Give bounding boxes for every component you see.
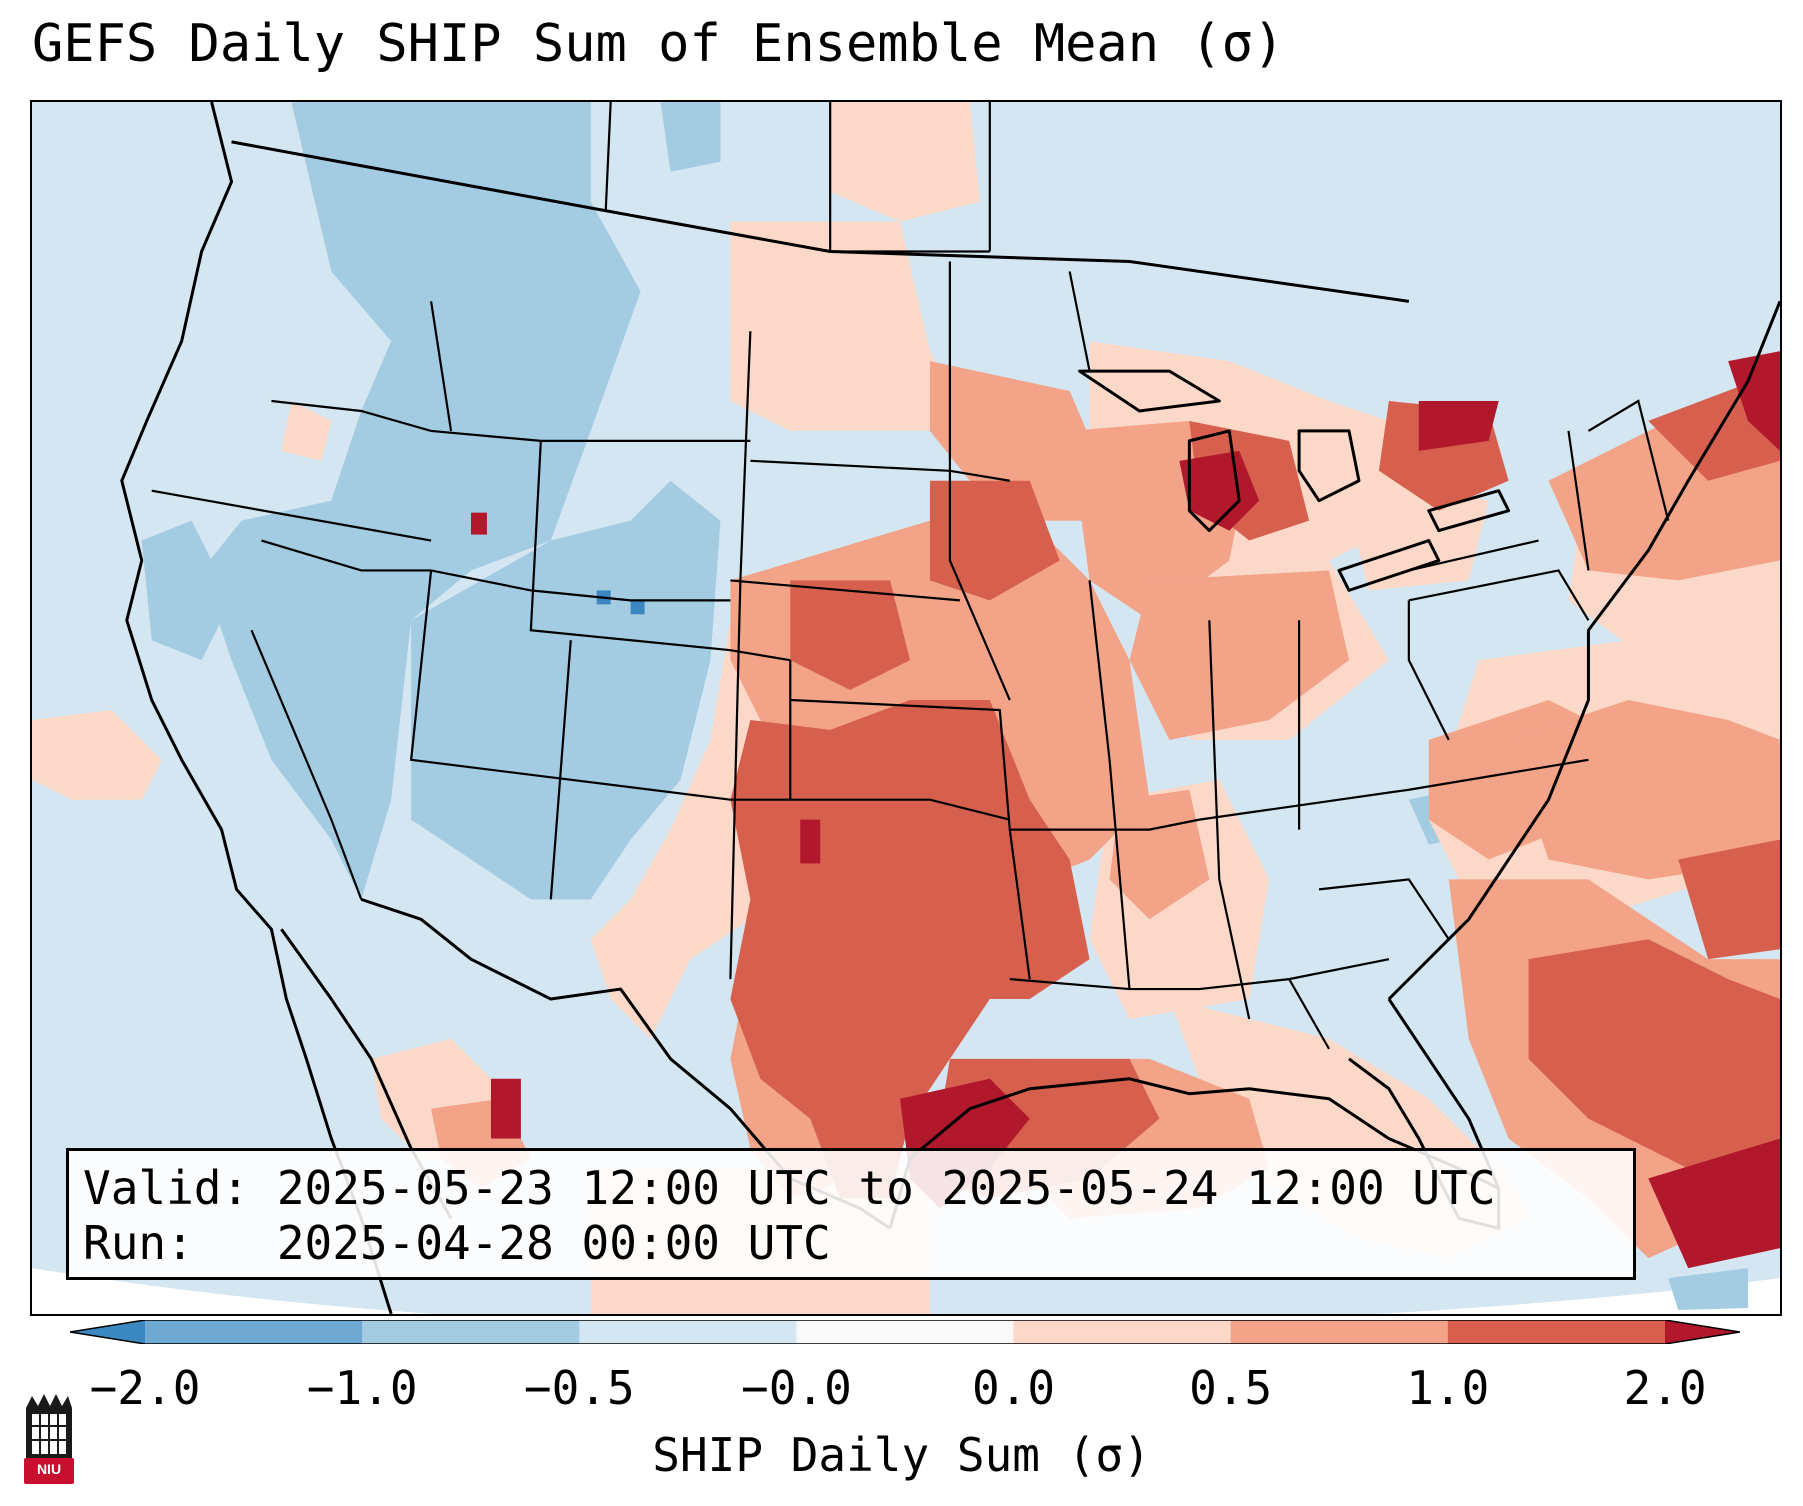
colorbar-tick-label: 1.0	[1406, 1361, 1490, 1415]
run-time-line: Run: 2025-04-28 00:00 UTC	[83, 1216, 831, 1270]
lake-michigan	[1187, 429, 1241, 533]
colorbar-label: SHIP Daily Sum (σ)	[652, 1428, 1151, 1482]
valid-time-line: Valid: 2025-05-23 12:00 UTC to 2025-05-2…	[83, 1161, 1496, 1215]
colorbar-segment	[362, 1320, 580, 1344]
colorbar-tick-label: 0.0	[972, 1361, 1056, 1415]
lake-ontario	[1427, 489, 1511, 533]
lake-huron	[1297, 429, 1361, 503]
colorbar-tick-label: −2.0	[89, 1361, 201, 1415]
colorbar-segment	[1447, 1320, 1666, 1344]
atlantic-coastline	[1387, 300, 1780, 1001]
colorbar-segment	[145, 1320, 363, 1344]
colorbar-tick-label: 0.5	[1189, 1361, 1273, 1415]
state-borders	[151, 102, 1670, 1050]
colorbar-tick-label: −0.0	[741, 1361, 852, 1415]
valid-time-box: Valid: 2025-05-23 12:00 UTC to 2025-05-2…	[66, 1148, 1636, 1280]
niu-logo-icon	[24, 1394, 74, 1484]
colorbar-tick-label: 2.0	[1623, 1361, 1707, 1415]
colorbar-segment	[796, 1320, 1015, 1344]
niu-logo: NIU	[22, 1390, 76, 1486]
pacific-coastline	[120, 102, 393, 1314]
map-title: GEFS Daily SHIP Sum of Ensemble Mean (σ)	[32, 14, 1285, 74]
lake-superior	[1078, 369, 1221, 413]
colorbar-extend-low	[70, 1320, 145, 1344]
ship-field-map	[32, 102, 1780, 1314]
map-panel	[30, 100, 1782, 1316]
colorbar-segment	[1230, 1320, 1449, 1344]
logo-text: NIU	[36, 1461, 62, 1477]
colorbar-extend-high	[1665, 1320, 1740, 1344]
domain-edge	[32, 1268, 1780, 1314]
lake-erie	[1337, 539, 1441, 592]
colorbar-tick-label: −1.0	[306, 1361, 418, 1415]
colorbar-segment	[579, 1320, 797, 1344]
colorbar-tick-label: −0.5	[523, 1361, 635, 1415]
colorbar	[70, 1320, 1740, 1344]
colorbar-segment	[1013, 1320, 1232, 1344]
